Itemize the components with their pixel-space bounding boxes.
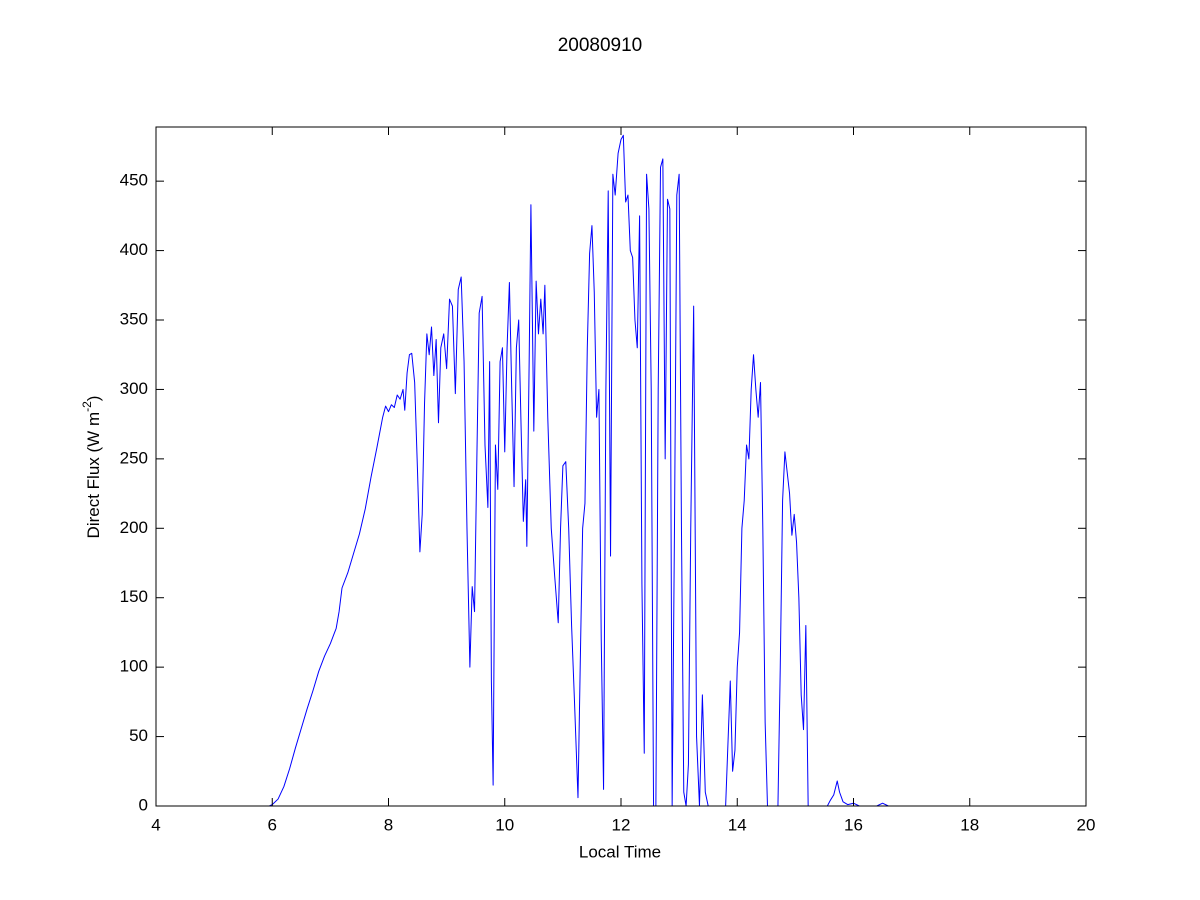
x-tick-label: 20 bbox=[1077, 815, 1096, 834]
x-tick-label: 16 bbox=[844, 815, 863, 834]
x-axis-label: Local Time bbox=[579, 842, 661, 861]
x-tick-label: 8 bbox=[384, 815, 393, 834]
y-axis-label: Direct Flux (W m-2) bbox=[80, 396, 103, 539]
y-axis-label-end: ) bbox=[84, 396, 103, 402]
y-tick-label: 100 bbox=[120, 657, 148, 676]
x-tick-label: 10 bbox=[495, 815, 514, 834]
x-tick-label: 4 bbox=[151, 815, 160, 834]
x-tick-label: 12 bbox=[612, 815, 631, 834]
data-line bbox=[202, 134, 1086, 807]
y-axis-label-text: Direct Flux (W m bbox=[84, 412, 103, 539]
y-tick-label: 300 bbox=[120, 379, 148, 398]
y-tick-label: 250 bbox=[120, 448, 148, 467]
chart-title: 20080910 bbox=[558, 35, 643, 56]
y-axis-label-sup: -2 bbox=[80, 401, 94, 412]
y-tick-label: 150 bbox=[120, 587, 148, 606]
y-tick-label: 50 bbox=[129, 726, 148, 745]
y-tick-label: 450 bbox=[120, 171, 148, 190]
x-tick-label: 18 bbox=[960, 815, 979, 834]
y-tick-label: 200 bbox=[120, 518, 148, 537]
x-tick-label: 14 bbox=[728, 815, 747, 834]
x-tick-label: 6 bbox=[268, 815, 277, 834]
y-tick-label: 0 bbox=[139, 795, 148, 814]
y-tick-label: 350 bbox=[120, 309, 148, 328]
y-tick-label: 400 bbox=[120, 240, 148, 259]
